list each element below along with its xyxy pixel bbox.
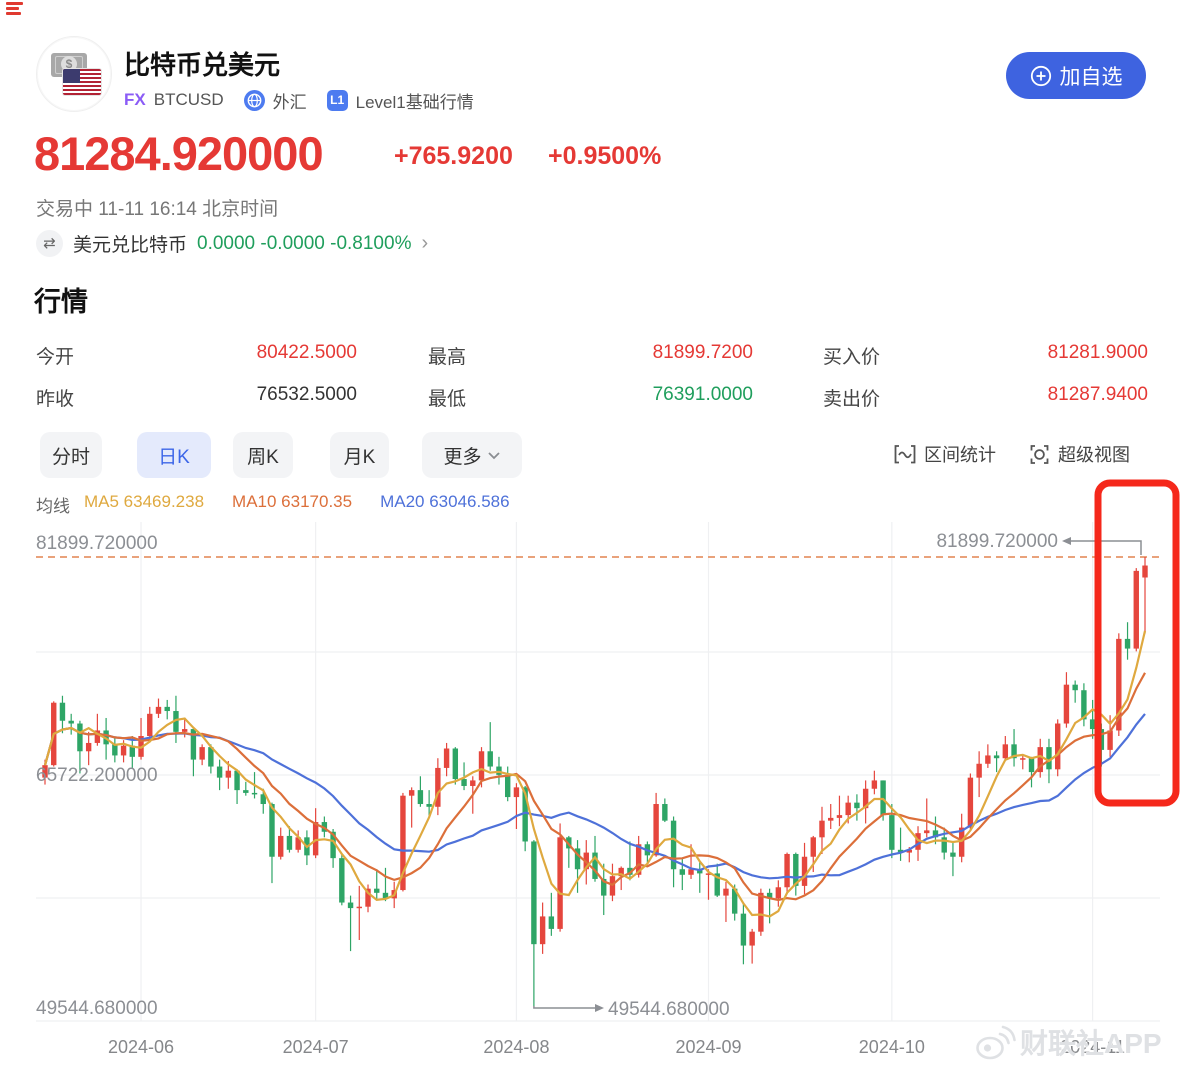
highlight-annotation-box [1094,479,1180,807]
super-view-icon [1030,444,1049,464]
svg-text:49544.680000: 49544.680000 [36,998,158,1019]
level1-icon: L1 [326,89,348,111]
chevron-right-icon: › [421,232,429,254]
ma10-value: MA10 63170.35 [232,492,353,511]
quote-label: 最低 [428,389,467,410]
ma-label: 均线 [36,497,70,516]
range-stats-tool[interactable]: 区间统计 [893,441,996,467]
svg-text:81899.720000: 81899.720000 [936,531,1058,552]
ma5-value: MA5 63469.238 [84,492,205,511]
quote-label: 买入价 [823,347,881,368]
add-watchlist-button[interactable]: 加自选 [1006,52,1146,99]
svg-text:65722.200000: 65722.200000 [36,765,158,786]
quote-value: 76532.5000 [256,384,357,405]
ma-legend: 均线 MA5 63469.238 MA10 63170.35 MA20 6304… [36,492,510,517]
quote-label: 卖出价 [823,389,881,410]
quote-value: 80422.5000 [256,342,357,363]
quote-value: 81899.7200 [652,342,753,363]
svg-text:2024-06: 2024-06 [108,1037,174,1057]
range-stats-icon [894,444,916,463]
price-change-pct: +0.9500% [548,142,662,170]
dollar-bill-icon: $ [51,53,87,77]
fx-badge: FX [124,90,146,109]
swap-icon: ⇄ [36,230,63,257]
level1-label: Level1基础行情 [355,92,474,112]
quote-label: 昨收 [36,389,75,410]
tab-monthly-k[interactable]: 月K [330,432,389,478]
quote-label: 今开 [36,347,75,368]
svg-text:81899.720000: 81899.720000 [36,533,158,554]
last-price: 81284.920000 [34,127,324,180]
symbol-row: FX BTCUSD 外汇 L1 Level1基础行情 [124,88,474,112]
market-badge-label: 外汇 [272,92,307,112]
svg-text:2024-08: 2024-08 [483,1037,549,1057]
quote-value: 81281.9000 [1047,342,1148,363]
instrument-logo: $ [36,36,112,112]
symbol-code: BTCUSD [153,90,224,109]
quote-section-title: 行情 [34,287,88,317]
tab-more[interactable]: 更多 [422,432,522,478]
svg-text:2024-11: 2024-11 [1060,1037,1125,1057]
super-view-tool[interactable]: 超级视图 [1028,441,1130,467]
inverse-pair-row[interactable]: ⇄ 美元兑比特币 0.0000 -0.0000 -0.8100% › [36,230,428,257]
chevron-down-icon [487,451,500,459]
svg-text:2024-09: 2024-09 [675,1037,741,1057]
us-flag-icon [63,69,101,95]
trading-status: 交易中 11-11 16:14 北京时间 [36,199,279,220]
svg-text:2024-10: 2024-10 [859,1037,925,1057]
tab-minute[interactable]: 分时 [40,432,102,478]
quote-label: 最高 [428,347,467,368]
tab-weekly-k[interactable]: 周K [233,432,293,478]
inverse-pair-values: 0.0000 -0.0000 -0.8100% [197,232,412,254]
quote-value: 76391.0000 [652,384,753,405]
svg-text:49544.680000: 49544.680000 [608,999,730,1020]
quote-value: 81287.9400 [1047,384,1148,405]
forex-globe-icon [243,89,265,111]
price-change: +765.9200 [394,142,513,170]
tab-daily-k[interactable]: 日K [137,432,211,478]
plus-circle-icon [1030,65,1051,86]
inverse-pair-label: 美元兑比特币 [73,235,188,256]
ma20-value: MA20 63046.586 [380,492,510,511]
page-title: 比特币兑美元 [124,50,281,80]
svg-text:2024-07: 2024-07 [283,1037,349,1057]
